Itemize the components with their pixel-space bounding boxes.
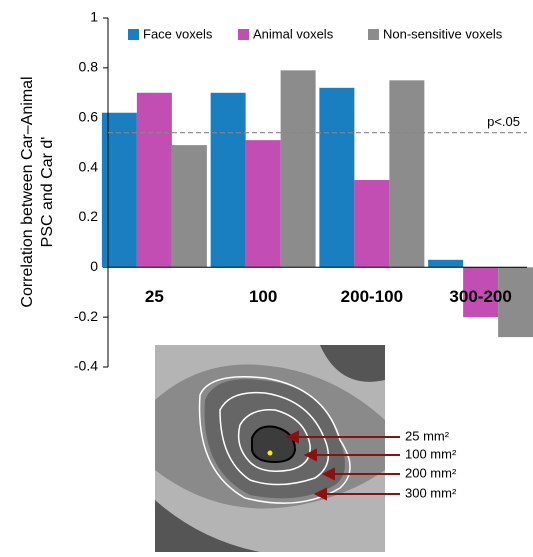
- bar: [281, 70, 316, 267]
- y-tick-label: -0.2: [74, 308, 98, 324]
- inset-label: 200 mm²: [405, 465, 457, 480]
- y-tick-label: -0.4: [74, 358, 98, 374]
- legend-label: Non-sensitive voxels: [383, 26, 503, 41]
- bar: [428, 260, 463, 267]
- bar: [319, 88, 354, 267]
- y-tick-label: 0.6: [79, 108, 99, 124]
- bar: [389, 80, 424, 267]
- y-axis-label: Correlation between Car–Animal: [19, 76, 36, 307]
- bar: [211, 93, 246, 268]
- bar: [246, 140, 281, 267]
- bar: [137, 93, 172, 268]
- x-tick-label: 200-100: [341, 287, 403, 306]
- y-axis-label: PSC and Car d': [39, 137, 56, 248]
- inset-label: 300 mm²: [405, 485, 457, 500]
- bar: [354, 180, 389, 267]
- x-tick-label: 100: [249, 287, 277, 306]
- legend-label: Animal voxels: [253, 26, 334, 41]
- y-tick-label: 0: [90, 258, 98, 274]
- y-tick-label: 0.8: [79, 59, 99, 75]
- legend-swatch: [128, 29, 139, 40]
- brain-inset: [155, 345, 400, 552]
- legend-swatch: [368, 29, 379, 40]
- bar: [172, 145, 207, 267]
- legend-label: Face voxels: [143, 26, 213, 41]
- x-tick-label: 300-200: [449, 287, 511, 306]
- legend-swatch: [238, 29, 249, 40]
- chart: 25 mm² 100 mm² 200 mm² 300 mm² Correlati…: [0, 0, 533, 552]
- y-tick-label: 1: [90, 9, 98, 25]
- y-tick-label: 0.4: [79, 158, 99, 174]
- inset-label: 100 mm²: [405, 446, 457, 461]
- y-tick-label: 0.2: [79, 208, 99, 224]
- inset-label: 25 mm²: [405, 428, 450, 443]
- x-tick-label: 25: [145, 287, 164, 306]
- bar: [102, 113, 137, 268]
- reference-label: p<.05: [487, 114, 520, 129]
